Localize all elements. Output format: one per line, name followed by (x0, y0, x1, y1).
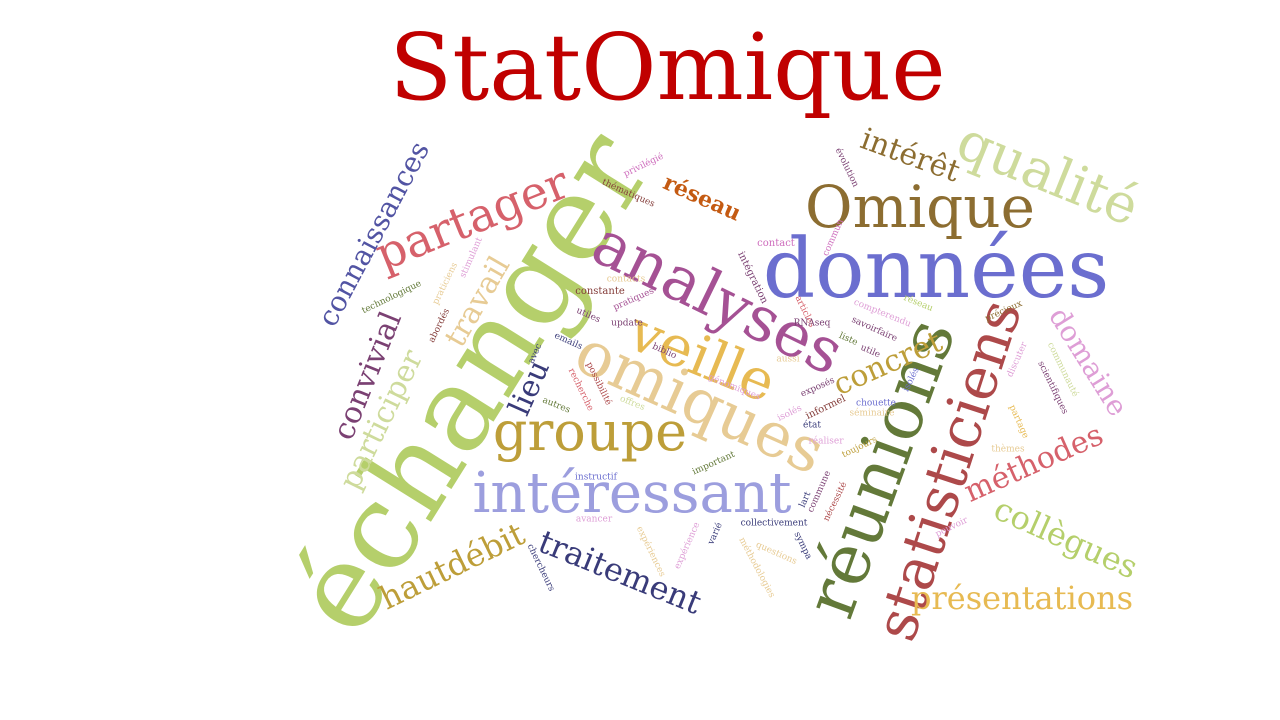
word-rnaseq: RNAseq (793, 318, 831, 329)
word-etat: état (803, 420, 821, 431)
word-traitement: traitement (533, 522, 707, 622)
word-themes: thèmes (991, 444, 1025, 455)
word-questions: questions (754, 540, 799, 568)
word-technologique: technologique (360, 278, 424, 317)
word-contacts: contacts (606, 274, 646, 285)
word-instructif: instructif (575, 472, 617, 483)
word-seminaire: séminaire (849, 408, 895, 419)
word-chouette: chouette (856, 398, 896, 409)
word-collegues: collègues (988, 489, 1144, 587)
word-omique: Omique (805, 173, 1035, 241)
word-interessant: intéressant (472, 461, 792, 526)
word-constante: constante (575, 286, 625, 297)
word-contact: contact (757, 238, 795, 249)
word-realiser: réaliser (808, 436, 844, 447)
word-collectivement: collectivement (740, 518, 808, 529)
word-partage: partage (1006, 403, 1031, 441)
word-avancer: avancer (575, 514, 613, 525)
word-reseau: réseau (659, 169, 745, 227)
word-donnees: données (762, 222, 1110, 317)
word-groupe: groupe (492, 400, 688, 463)
word-update: update (611, 318, 643, 329)
word-presentations: présentations (910, 579, 1134, 617)
word-aussi: aussi (776, 354, 800, 365)
cloud-title: StatOmique (389, 14, 946, 121)
word-experience: expérience (672, 520, 703, 571)
